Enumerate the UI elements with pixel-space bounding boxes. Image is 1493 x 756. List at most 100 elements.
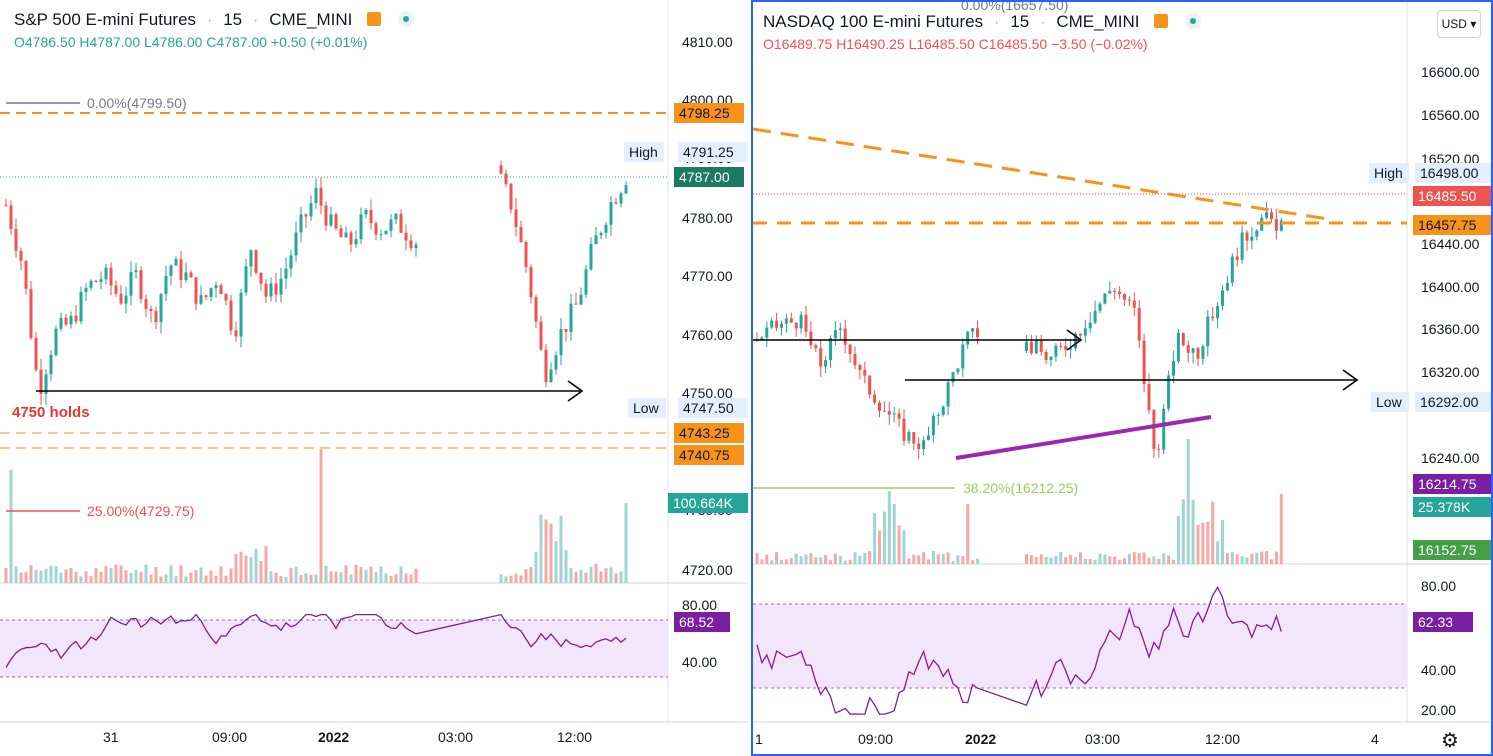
candle — [259, 272, 263, 284]
volume-bar — [339, 572, 343, 583]
settings-gear-icon: ⚙ — [1441, 728, 1459, 752]
volume-bar — [971, 560, 975, 564]
candle — [304, 214, 308, 217]
candle — [389, 219, 393, 231]
price-tick: 16400.00 — [1421, 279, 1480, 295]
volume-bar — [49, 565, 53, 583]
candle — [1118, 291, 1122, 295]
candle — [344, 232, 348, 238]
volume-bar — [833, 553, 837, 564]
volume-bar — [775, 552, 779, 564]
volume-bar — [384, 573, 388, 583]
candle — [1039, 340, 1043, 352]
volume-bar — [936, 554, 940, 564]
currency-select[interactable]: USD ▾ — [1437, 10, 1481, 38]
candle — [882, 410, 886, 412]
candle — [619, 193, 623, 204]
candle — [219, 285, 223, 295]
volume-bar — [838, 555, 842, 564]
candle — [149, 308, 153, 312]
volume-bar — [1265, 551, 1269, 564]
candle — [254, 250, 258, 273]
volume-bar — [1054, 555, 1058, 564]
candle — [804, 314, 808, 332]
spx-legend: S&P 500 E-mini Futures · 15 · CME_MINI O… — [14, 10, 414, 50]
candle — [74, 315, 78, 322]
chart-pane-spx[interactable]: 0.00%(4799.50) 25.00%(4729.75) 4750 holds 4… — [0, 0, 748, 756]
volume-bar — [69, 567, 73, 583]
rsi-tick: 80.00 — [1421, 578, 1456, 594]
candle — [314, 187, 318, 204]
candle — [589, 244, 593, 270]
time-tick: 31 — [103, 729, 119, 745]
candle — [1098, 303, 1102, 311]
candle — [299, 214, 303, 233]
candle — [349, 232, 353, 245]
candle — [319, 187, 323, 206]
volume-bar — [1142, 552, 1146, 564]
candle — [279, 278, 283, 295]
volume-bar — [19, 572, 23, 583]
ndx-chart-canvas[interactable]: 38.20%(16212.25) 0.00%(16657.50) 16600.00 1… — [753, 2, 1491, 754]
price-tick: 4770.00 — [682, 268, 733, 284]
volume-bar — [1103, 554, 1107, 564]
candle — [104, 267, 108, 280]
candle — [144, 299, 148, 309]
volume-bar — [878, 530, 881, 564]
level-tag-4743: 4743.25 — [679, 425, 730, 441]
volume-bar — [897, 525, 901, 564]
volume-bar — [269, 571, 273, 583]
candle — [509, 183, 513, 210]
candle — [1078, 333, 1082, 336]
volume-bar — [1123, 558, 1126, 564]
chart-pane-ndx[interactable]: 38.20%(16212.25) 0.00%(16657.50) 16600.00 1… — [751, 0, 1493, 756]
volume-bar — [1025, 554, 1028, 564]
volume-bar — [1279, 494, 1283, 564]
spx-title: S&P 500 E-mini Futures — [14, 10, 197, 29]
volume-bar — [887, 491, 891, 564]
volume-bar — [784, 559, 788, 564]
candle — [204, 295, 208, 297]
rsi-tick: 20.00 — [1421, 702, 1456, 718]
candle — [119, 293, 123, 304]
volume-bar — [364, 569, 368, 583]
candle — [184, 272, 188, 281]
candle — [819, 348, 823, 367]
volume-bar — [1172, 559, 1175, 564]
candle — [1270, 212, 1273, 220]
volume-bar — [1196, 524, 1200, 564]
rsi-tick: 80.00 — [682, 597, 717, 613]
candle — [124, 295, 128, 304]
candle — [1221, 290, 1224, 306]
volume-bar — [594, 563, 598, 583]
volume-bar — [399, 566, 403, 583]
time-tick: 1 — [755, 731, 763, 747]
candle — [264, 283, 268, 297]
candle — [529, 267, 533, 298]
flag-icon[interactable] — [367, 12, 382, 26]
candle — [1167, 375, 1171, 409]
candle — [1147, 383, 1151, 411]
candle — [1216, 305, 1220, 319]
candle — [539, 321, 543, 350]
volume-bar — [1157, 558, 1161, 564]
volume-bar — [1093, 559, 1097, 564]
volume-bar — [858, 555, 862, 564]
candle — [114, 285, 118, 294]
candle — [760, 337, 764, 340]
candle — [966, 331, 970, 345]
volume-bar — [1167, 555, 1171, 564]
candle — [194, 277, 198, 304]
volume-bar — [927, 559, 930, 564]
candle — [169, 265, 173, 276]
volume-bar — [848, 559, 852, 564]
price-tick: 16360.00 — [1421, 321, 1480, 337]
spx-chart-canvas[interactable]: 0.00%(4799.50) 25.00%(4729.75) 4750 holds 4… — [0, 0, 748, 756]
volume-bar — [379, 566, 383, 583]
volume-bar — [824, 554, 828, 564]
candle — [569, 303, 573, 332]
volume-tag: 100.664K — [673, 495, 734, 511]
rsi-tick: 40.00 — [1421, 662, 1456, 678]
candle — [1108, 291, 1112, 294]
flag-icon[interactable] — [1154, 14, 1169, 28]
